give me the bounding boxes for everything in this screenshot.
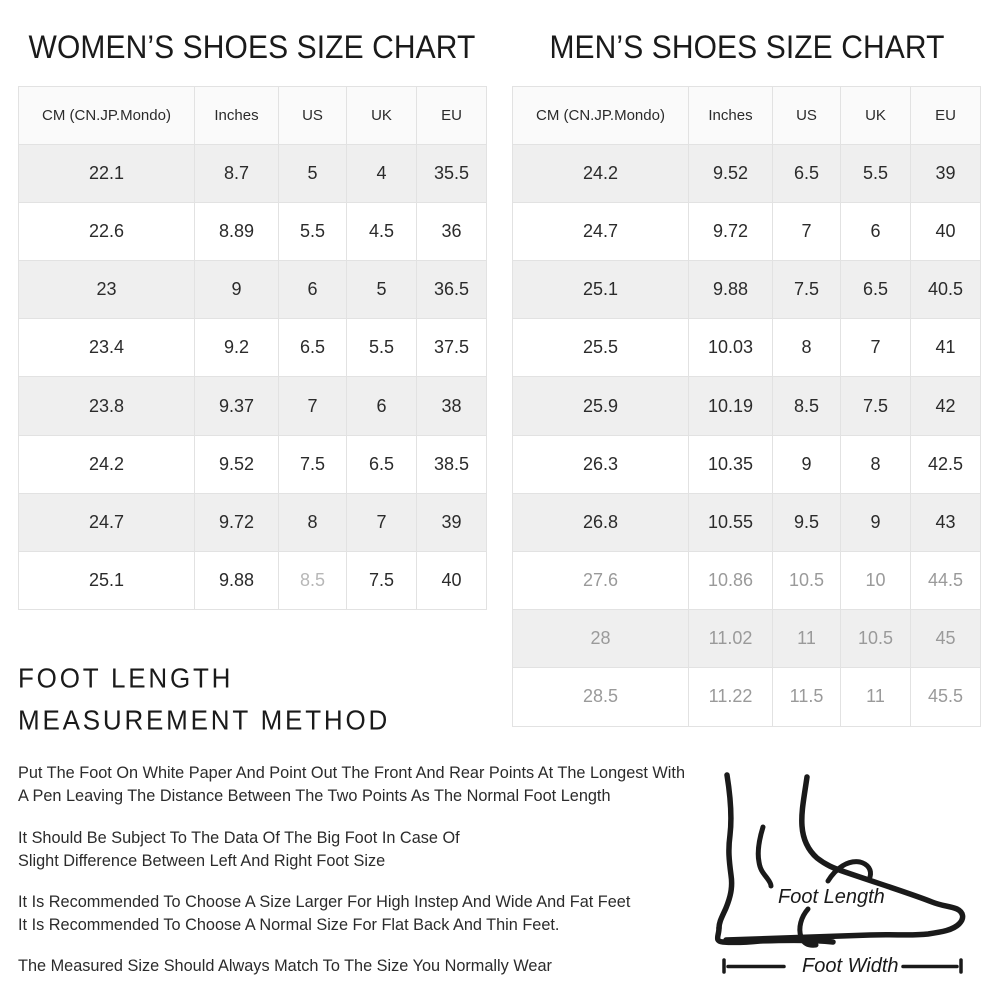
svg-text:Foot Width: Foot Width bbox=[802, 955, 899, 977]
svg-text:Foot Length: Foot Length bbox=[778, 886, 885, 908]
